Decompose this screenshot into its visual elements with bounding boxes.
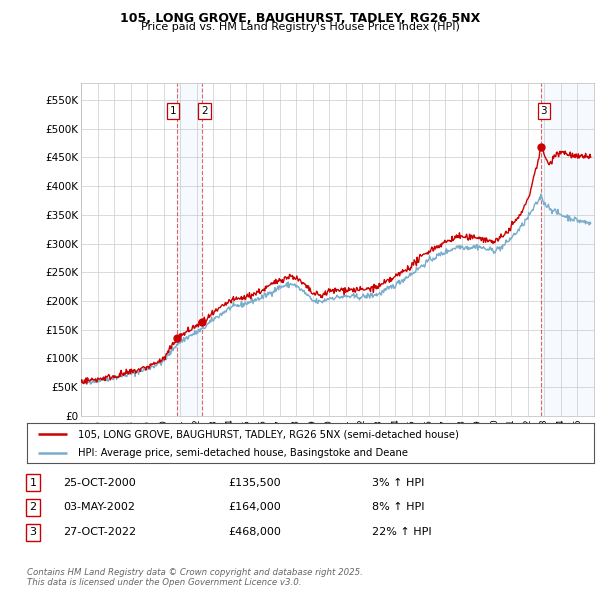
Text: Price paid vs. HM Land Registry's House Price Index (HPI): Price paid vs. HM Land Registry's House …	[140, 22, 460, 32]
Text: 105, LONG GROVE, BAUGHURST, TADLEY, RG26 5NX: 105, LONG GROVE, BAUGHURST, TADLEY, RG26…	[120, 12, 480, 25]
Text: 22% ↑ HPI: 22% ↑ HPI	[372, 527, 431, 537]
Text: 3% ↑ HPI: 3% ↑ HPI	[372, 478, 424, 487]
Text: 105, LONG GROVE, BAUGHURST, TADLEY, RG26 5NX (semi-detached house): 105, LONG GROVE, BAUGHURST, TADLEY, RG26…	[78, 430, 459, 440]
Text: 3: 3	[29, 527, 37, 537]
Text: 3: 3	[541, 106, 547, 116]
Text: 25-OCT-2000: 25-OCT-2000	[63, 478, 136, 487]
Text: 2: 2	[29, 503, 37, 512]
Text: £468,000: £468,000	[228, 527, 281, 537]
Text: £135,500: £135,500	[228, 478, 281, 487]
Text: HPI: Average price, semi-detached house, Basingstoke and Deane: HPI: Average price, semi-detached house,…	[78, 448, 408, 458]
Text: 03-MAY-2002: 03-MAY-2002	[63, 503, 135, 512]
Bar	[541, 83, 594, 416]
Text: 1: 1	[29, 478, 37, 487]
Text: 27-OCT-2022: 27-OCT-2022	[63, 527, 136, 537]
Text: Contains HM Land Registry data © Crown copyright and database right 2025.
This d: Contains HM Land Registry data © Crown c…	[27, 568, 363, 587]
Text: 2: 2	[201, 106, 208, 116]
Text: 1: 1	[170, 106, 176, 116]
Bar	[178, 83, 202, 416]
Text: £164,000: £164,000	[228, 503, 281, 512]
Text: 8% ↑ HPI: 8% ↑ HPI	[372, 503, 425, 512]
